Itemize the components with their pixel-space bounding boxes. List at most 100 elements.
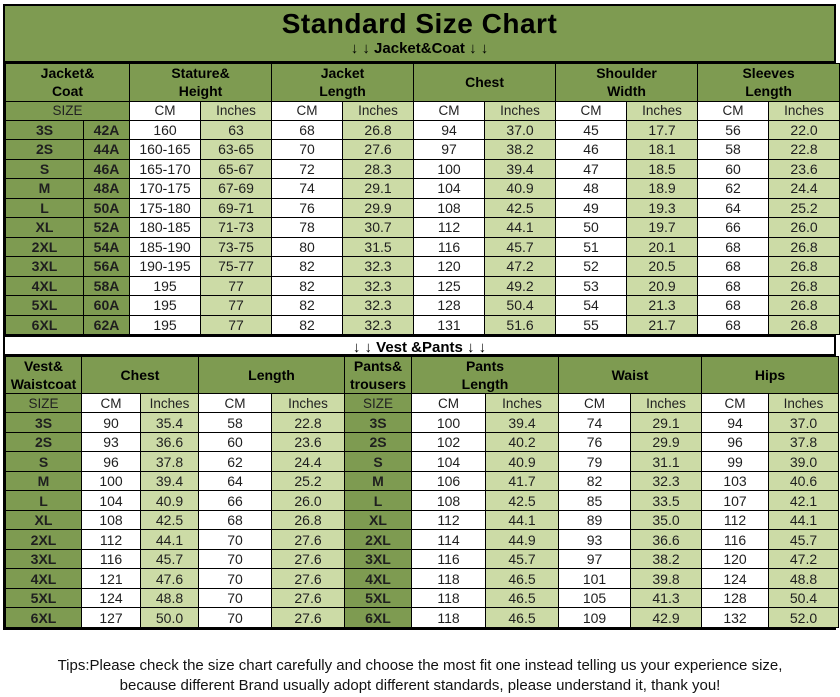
cm-value: 66 [697,217,770,238]
jacket-coat-banner: ↓ ↓ Jacket&Coat ↓ ↓ [350,40,489,58]
inches-value: 26.8 [768,295,840,316]
cm-value: 62 [198,451,272,472]
inches-value: 45.7 [140,548,199,570]
inches-value: 48.8 [768,568,840,589]
tips-note: Tips:Please check the size chart careful… [0,656,840,697]
pants-size-label: 3S [344,412,412,433]
inches-value: 44.1 [484,217,557,238]
cm-value: 94 [413,119,486,141]
inches-value: 29.9 [342,197,415,219]
cm-value: 107 [701,490,770,511]
inches-value: 32.3 [342,256,415,277]
jacket-table-row: 2XL 54A 185-190 73-75 80 31.5 116 45.7 51 20.1 68 2… [5,236,840,258]
column-group-header: Sleeves Length [697,63,840,102]
inches-value: 32.3 [342,295,415,316]
cm-value: 80 [271,236,344,258]
inches-subheader: Inches [768,100,840,121]
cm-value: 53 [555,275,628,297]
size-label: 3S [5,119,84,141]
cm-value: 58 [697,139,770,160]
cm-value: 70 [198,587,272,609]
pants-size-label: XL [344,509,412,531]
inches-subheader: Inches [768,393,840,414]
cm-value: 102 [411,431,486,453]
size-label: 4XL [5,275,84,297]
cm-value: 70 [198,607,272,628]
inches-subheader: Inches [626,100,699,121]
vest-table-row: 6XL 127 50.0 70 27.6 6XL 118 46.5 109 42.9 132 52.0 [5,607,840,628]
cm-value: 195 [129,314,202,336]
inches-value: 38.2 [484,139,557,160]
cm-value: 100 [413,158,486,180]
cm-value: 101 [558,568,631,589]
size-code-label: 54A [82,236,131,258]
cm-value: 94 [701,412,770,433]
cm-value: 90 [81,412,141,433]
size-subheader: SIZE [5,393,82,414]
inches-value: 77 [200,295,273,316]
cm-subheader: CM [411,393,486,414]
cm-subheader: CM [198,393,272,414]
size-code-label: 62A [82,314,131,336]
jacket-table-row: L 50A 175-180 69-71 76 29.9 108 42.5 49 19.3 64 25.… [5,197,840,219]
cm-value: 68 [697,256,770,277]
vest-size-label: 6XL [5,607,82,628]
cm-value: 118 [411,587,486,609]
inches-value: 47.2 [768,548,840,570]
vest-table-row: 3S 90 35.4 58 22.8 3S 100 39.4 74 29.1 94 37.0 [5,412,840,433]
inches-value: 26.8 [342,119,415,141]
inches-value: 20.9 [626,275,699,297]
inches-value: 45.7 [484,236,557,258]
inches-value: 45.7 [768,529,840,550]
size-subheader: SIZE [344,393,412,414]
cm-value: 112 [81,529,141,550]
size-subheader: SIZE [4,100,131,121]
inches-subheader: Inches [271,393,345,414]
inches-value: 51.6 [484,314,557,336]
vest-size-label: 3XL [5,548,82,570]
size-label: 2XL [5,236,84,258]
cm-value: 118 [411,607,486,628]
inches-value: 26.0 [768,217,840,238]
column-group-header: Vest& Waistcoat [5,356,82,395]
cm-value: 106 [411,470,486,492]
jacket-table-row: 3S 42A 160 63 68 26.8 94 37.0 45 17.7 56 22.0 [5,119,840,141]
cm-subheader: CM [81,393,141,414]
cm-value: 128 [413,295,486,316]
cm-value: 62 [697,178,770,199]
inches-value: 41.3 [629,587,703,609]
cm-value: 74 [558,412,631,433]
inches-value: 37.8 [140,451,199,472]
column-group-header: Shoulder Width [555,63,699,102]
column-group-header: Pants& trousers [344,356,412,395]
inches-value: 30.7 [342,217,415,238]
inches-value: 22.8 [271,412,345,433]
cm-value: 97 [558,548,631,570]
cm-value: 108 [411,490,486,511]
cm-value: 160-165 [129,139,202,160]
inches-value: 22.8 [768,139,840,160]
inches-value: 75-77 [200,256,273,277]
inches-value: 21.3 [626,295,699,316]
inches-value: 67-69 [200,178,273,199]
cm-value: 89 [558,509,631,531]
inches-value: 50.4 [768,587,840,609]
vest-table-row: 2S 93 36.6 60 23.6 2S 102 40.2 76 29.9 96 37.8 [5,431,840,453]
cm-value: 124 [701,568,770,589]
inches-value: 26.8 [768,275,840,297]
cm-value: 70 [198,529,272,550]
inches-value: 50.4 [484,295,557,316]
cm-subheader: CM [271,100,344,121]
inches-value: 39.4 [140,470,199,492]
cm-value: 132 [701,607,770,628]
size-label: XL [5,217,84,238]
cm-value: 51 [555,236,628,258]
cm-value: 76 [271,197,344,219]
size-label: 2S [5,139,84,160]
cm-value: 131 [413,314,486,336]
inches-subheader: Inches [629,393,703,414]
cm-value: 190-195 [129,256,202,277]
vest-table-row: S 96 37.8 62 24.4 S 104 40.9 79 31.1 99 39.0 [5,451,840,472]
cm-value: 60 [697,158,770,180]
